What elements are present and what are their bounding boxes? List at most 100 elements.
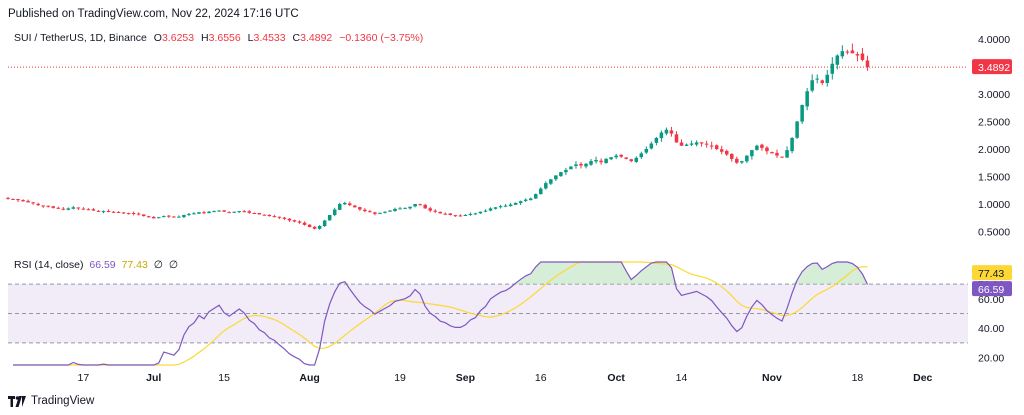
chart-canvas[interactable]: 4.00003.50003.00002.50002.00001.50001.00… <box>0 0 1024 395</box>
candle-body <box>348 203 352 206</box>
rsi-tick-label: 40.00 <box>978 323 1004 335</box>
candle-body <box>36 203 40 206</box>
candle-body <box>544 183 548 189</box>
time-axis[interactable]: 17 Jul 15 Aug 19 Sep 16 Oct 14 Nov 18 Dec <box>78 372 933 384</box>
candle-body <box>513 202 518 205</box>
candle-body <box>96 210 101 212</box>
candle-body <box>559 172 563 177</box>
candle-body <box>282 217 287 219</box>
rsi-empty-2: ∅ <box>168 259 179 271</box>
candle-body <box>322 220 327 226</box>
candle-body <box>599 160 603 163</box>
price-tick-label: 3.0000 <box>978 89 1010 101</box>
close-value: 3.4892 <box>300 32 333 44</box>
candle-body <box>267 214 272 217</box>
candle-body <box>11 198 15 200</box>
candle-body <box>684 144 689 146</box>
candle-body <box>332 209 337 216</box>
candle-body <box>569 166 573 170</box>
candle-body <box>91 209 96 211</box>
candle-body <box>689 143 694 145</box>
candle-body <box>649 143 654 149</box>
candle-body <box>363 209 367 212</box>
candle-body <box>835 55 840 65</box>
candle-body <box>353 205 357 208</box>
candle-body <box>277 216 282 218</box>
candle-body <box>488 208 493 211</box>
candle-body <box>855 54 860 56</box>
candle-body <box>679 142 684 146</box>
candle-body <box>745 155 749 162</box>
time-tick-label: Oct <box>607 372 625 384</box>
candle-body <box>523 199 528 201</box>
candle-body <box>31 202 35 204</box>
candle-body <box>418 204 422 206</box>
candle-body <box>86 209 91 211</box>
rsi-overbought-fill <box>13 262 868 285</box>
rsi-tick-label: 20.00 <box>978 353 1004 365</box>
candle-body <box>162 216 166 218</box>
candle-body <box>795 121 799 138</box>
candle-body <box>177 216 181 218</box>
time-tick-label: 18 <box>852 372 864 384</box>
candle-body <box>136 213 141 215</box>
price-tick-label: 2.5000 <box>978 117 1010 129</box>
price-tick-label: 1.5000 <box>978 172 1010 184</box>
candle-body <box>76 207 81 209</box>
candle-body <box>212 211 216 213</box>
candle-body <box>121 212 126 214</box>
change-value: −0.1360 (−3.75%) <box>339 32 424 44</box>
candle-body <box>549 179 553 184</box>
candle-body <box>775 152 779 156</box>
rsi-line <box>13 261 869 366</box>
candle-body <box>433 210 437 212</box>
candle-body <box>468 213 473 215</box>
candle-body <box>152 217 156 219</box>
candle-body <box>242 211 246 213</box>
candle-body <box>167 215 171 217</box>
candle-body <box>317 226 322 229</box>
candle-body <box>840 51 845 57</box>
candle-body <box>257 213 262 215</box>
candle-body <box>423 204 427 209</box>
low-value: 3.4533 <box>253 32 286 44</box>
candle-body <box>207 211 211 214</box>
candle-body <box>528 198 533 201</box>
candle-body <box>307 224 312 228</box>
candle-body <box>448 213 453 215</box>
rsi-ma-line <box>13 261 868 366</box>
low-label: L <box>247 32 254 44</box>
time-tick-label: 15 <box>218 372 230 384</box>
candle-body <box>51 206 55 208</box>
rsi-ma-badge-bg <box>972 265 1012 281</box>
symbol-title[interactable]: SUI / TetherUS, 1D, Binance <box>14 32 147 44</box>
candle-body <box>825 74 830 83</box>
candle-body <box>101 211 106 213</box>
last-price-badge-bg <box>972 59 1012 75</box>
candle-body <box>539 188 543 195</box>
price-axis[interactable]: 4.00003.50003.00002.50002.00001.50001.00… <box>978 34 1010 239</box>
footer-brand[interactable]: TradingView <box>8 395 94 407</box>
candle-body <box>197 212 201 214</box>
candle-body <box>724 150 729 155</box>
axis-badges: 3.4892 77.43 66.59 <box>972 59 1012 297</box>
candle-body <box>46 205 50 207</box>
candle-body <box>765 147 769 152</box>
candle-body <box>780 156 784 158</box>
candle-body <box>699 142 704 144</box>
candle-body <box>805 91 809 107</box>
candle-body <box>21 200 25 202</box>
candle-body <box>56 207 61 209</box>
candle-body <box>41 205 45 207</box>
candle-body <box>498 206 503 208</box>
time-tick-label: Dec <box>913 372 932 384</box>
open-label: O <box>153 32 162 44</box>
candle-body <box>383 211 387 213</box>
candle-body <box>518 201 523 204</box>
candle-body <box>674 134 679 143</box>
candle-body <box>644 149 649 153</box>
candle-body <box>533 194 538 199</box>
rsi-title[interactable]: RSI (14, close) <box>14 259 84 271</box>
candle-body <box>222 210 226 212</box>
candle-body <box>564 169 568 173</box>
